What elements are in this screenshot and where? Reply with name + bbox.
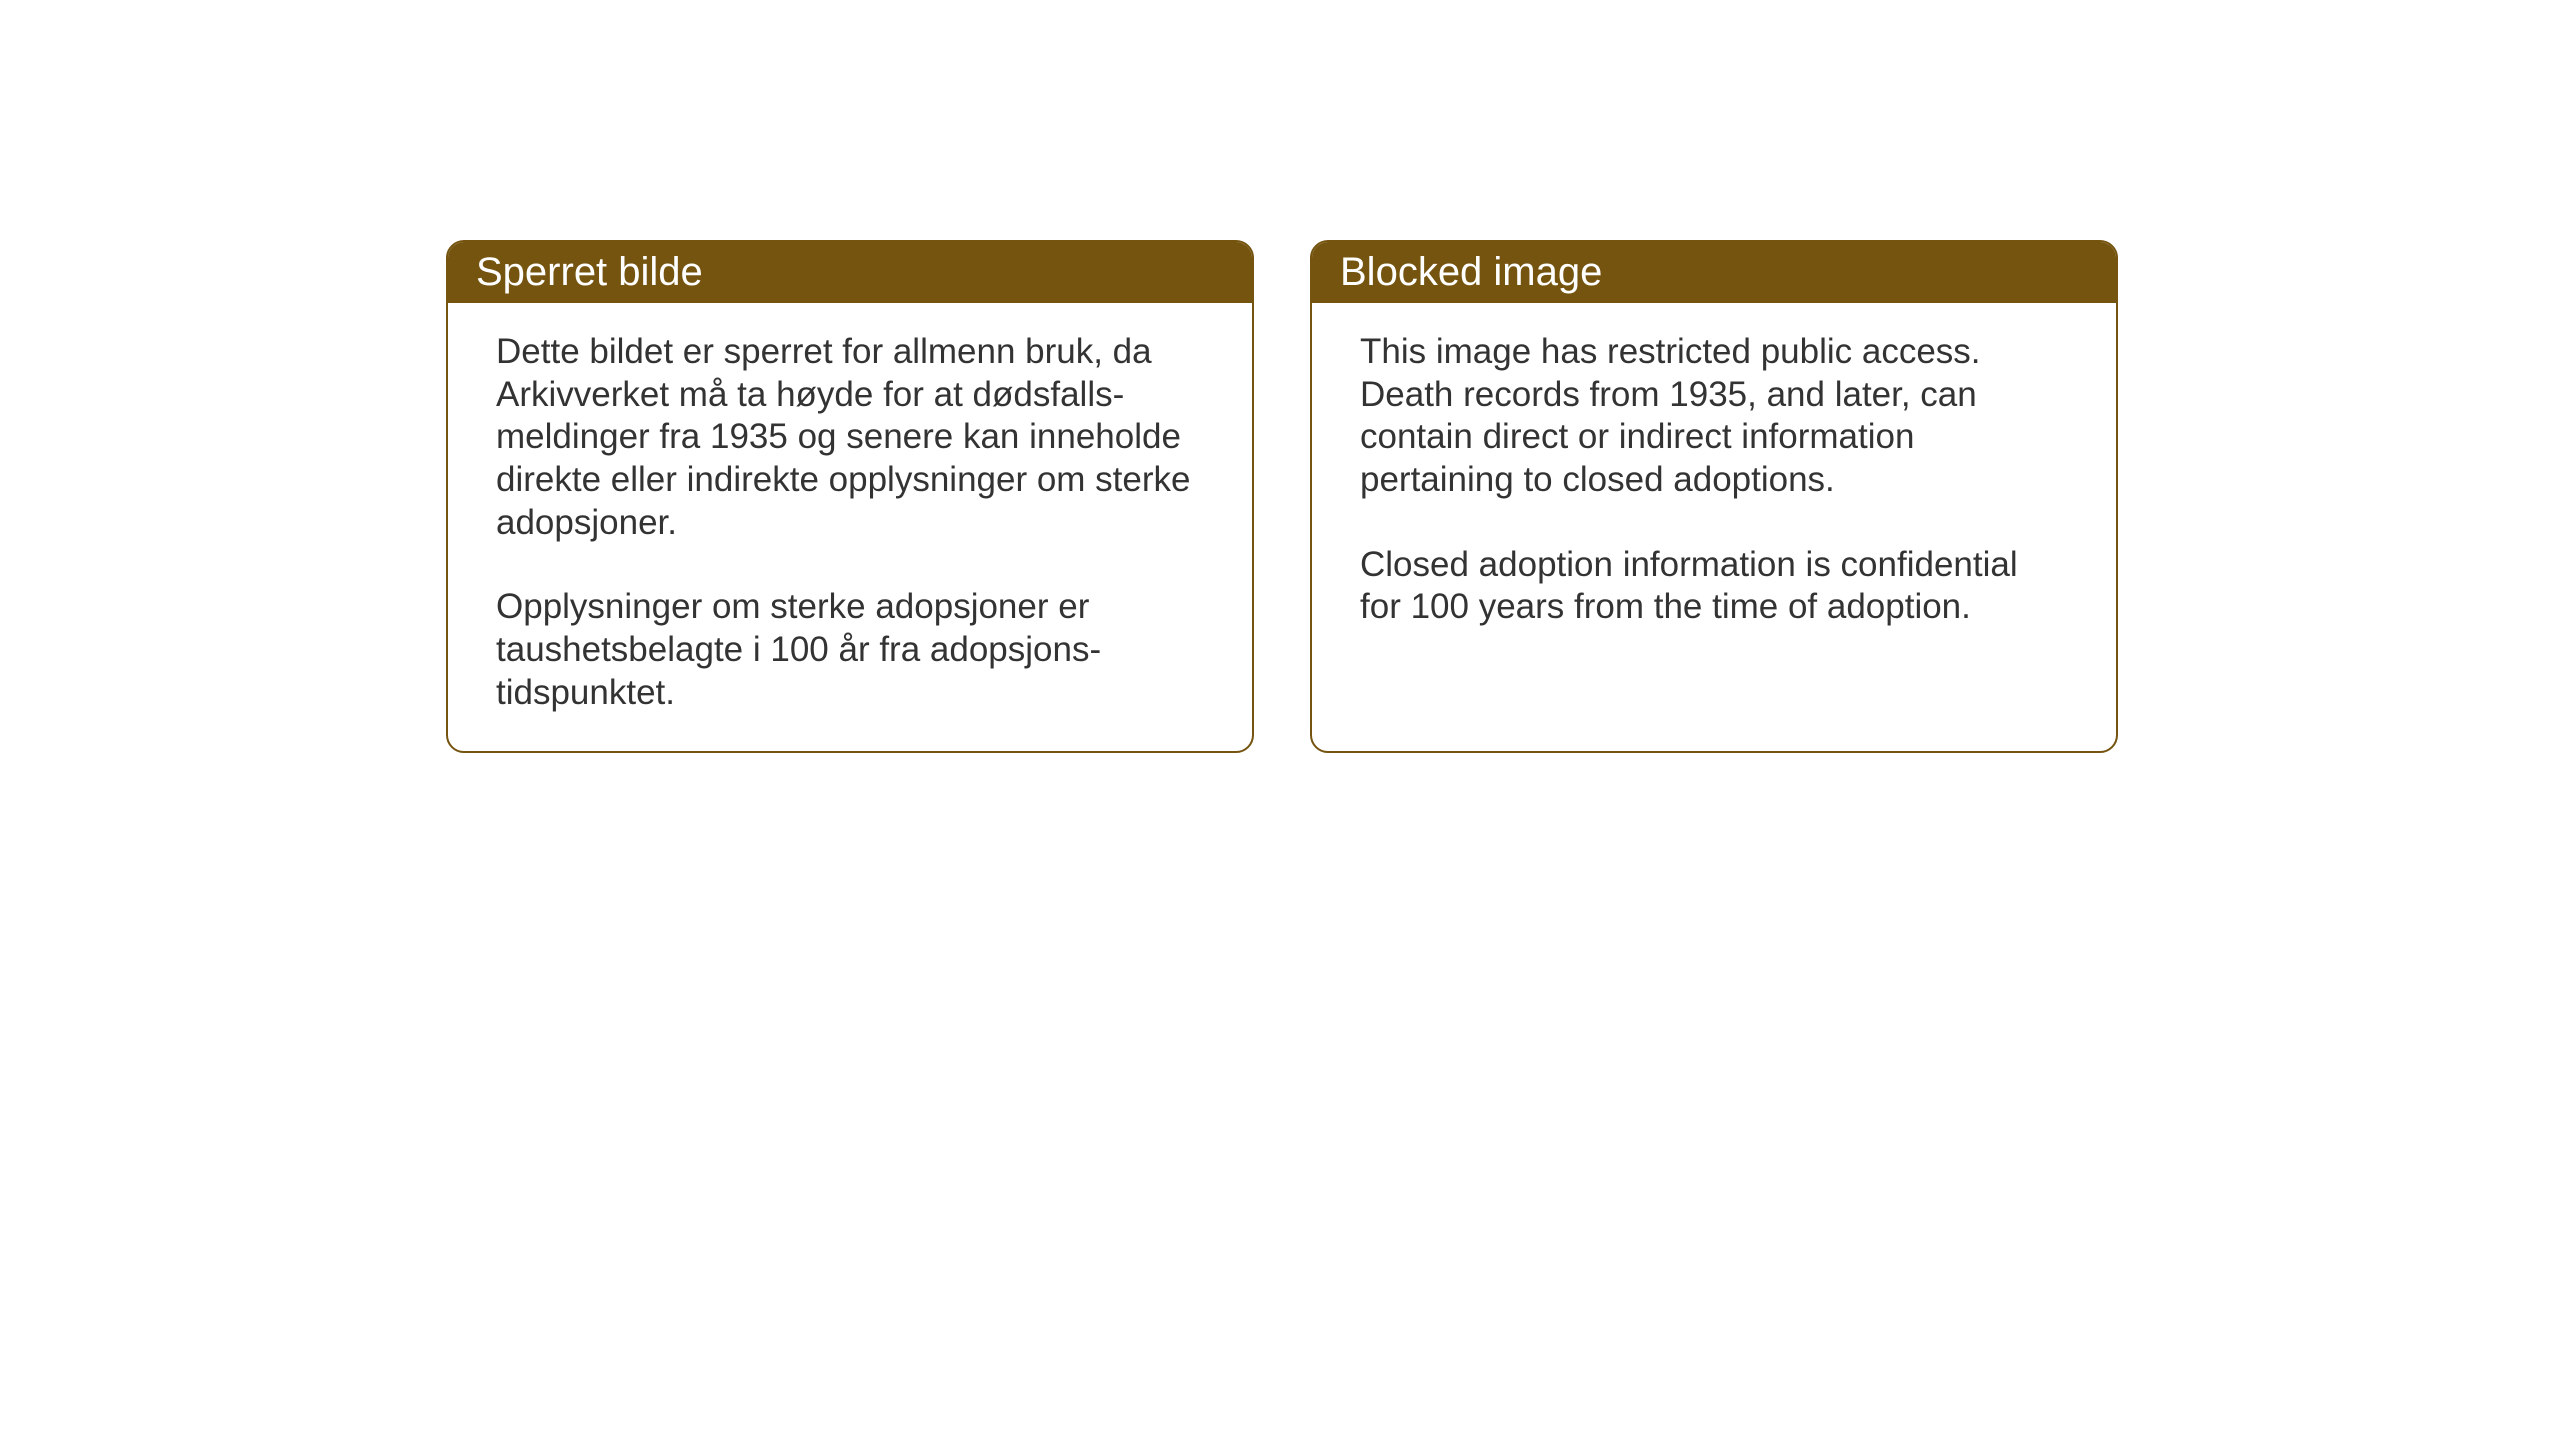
notice-paragraph-1-norwegian: Dette bildet er sperret for allmenn bruk…	[496, 331, 1204, 544]
notice-title-english: Blocked image	[1340, 250, 1602, 294]
notice-card-norwegian: Sperret bilde Dette bildet er sperret fo…	[446, 240, 1254, 753]
notice-paragraph-2-norwegian: Opplysninger om sterke adopsjoner er tau…	[496, 586, 1204, 714]
notice-body-norwegian: Dette bildet er sperret for allmenn bruk…	[448, 303, 1252, 751]
notice-paragraph-2-english: Closed adoption information is confident…	[1360, 544, 2068, 629]
notice-header-english: Blocked image	[1312, 242, 2116, 303]
notice-card-english: Blocked image This image has restricted …	[1310, 240, 2118, 753]
notice-container: Sperret bilde Dette bildet er sperret fo…	[446, 240, 2118, 753]
notice-title-norwegian: Sperret bilde	[476, 250, 703, 294]
notice-paragraph-1-english: This image has restricted public access.…	[1360, 331, 2068, 502]
notice-header-norwegian: Sperret bilde	[448, 242, 1252, 303]
notice-body-english: This image has restricted public access.…	[1312, 303, 2116, 665]
